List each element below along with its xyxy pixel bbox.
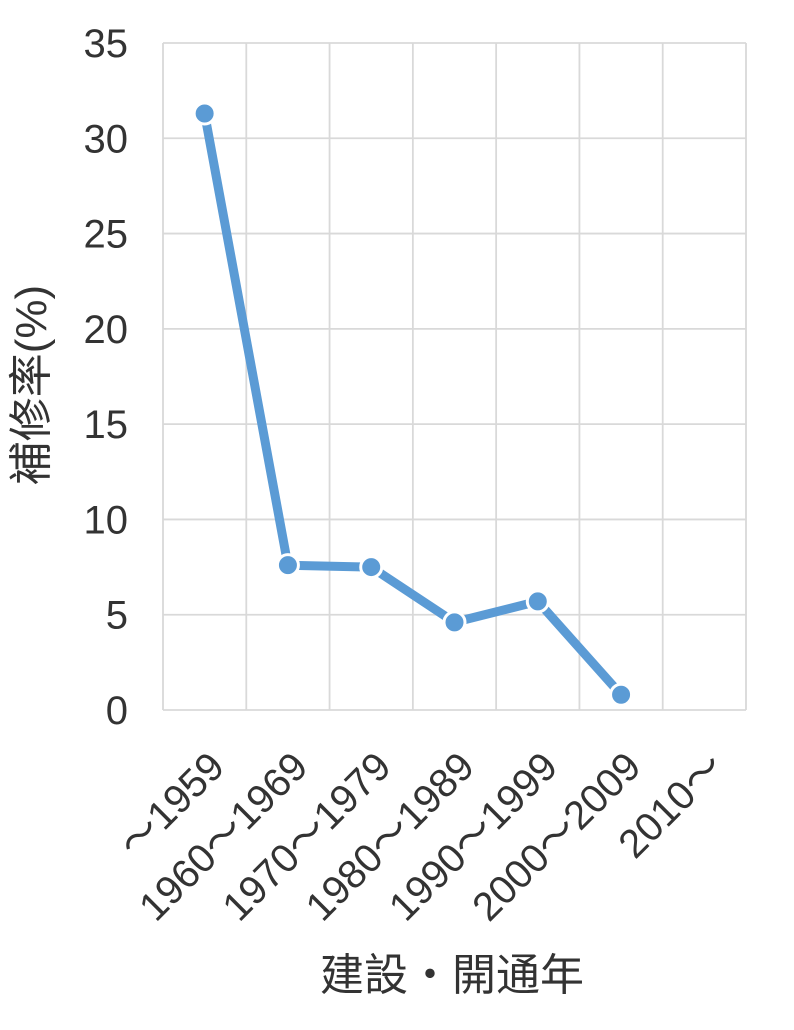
y-tick-label: 5 bbox=[106, 594, 128, 638]
data-series-line bbox=[200, 109, 626, 700]
y-tick-label: 25 bbox=[84, 213, 129, 257]
y-tick-label: 15 bbox=[84, 403, 129, 447]
x-axis-title: 建設・開通年 bbox=[320, 951, 584, 1000]
data-point-marker bbox=[442, 610, 467, 635]
data-point-marker bbox=[192, 101, 217, 126]
y-tick-label: 10 bbox=[84, 498, 129, 542]
y-tick-label: 30 bbox=[84, 117, 129, 161]
y-tick-label: 35 bbox=[84, 22, 129, 66]
data-point-marker bbox=[359, 555, 384, 580]
x-axis-tick-labels: ～19591960～19691970～19791980～19891990～199… bbox=[111, 744, 733, 929]
gridlines bbox=[162, 42, 747, 711]
data-point-markers bbox=[192, 101, 634, 707]
series-line bbox=[200, 109, 626, 700]
y-axis-title: 補修率(%) bbox=[7, 285, 56, 485]
data-point-marker bbox=[609, 682, 634, 707]
data-point-marker bbox=[525, 589, 550, 614]
y-axis-tick-labels: 0 5 10 15 20 25 30 35 bbox=[84, 22, 129, 733]
y-tick-label: 20 bbox=[84, 308, 129, 352]
y-tick-label: 0 bbox=[106, 689, 128, 733]
data-point-marker bbox=[275, 553, 300, 578]
